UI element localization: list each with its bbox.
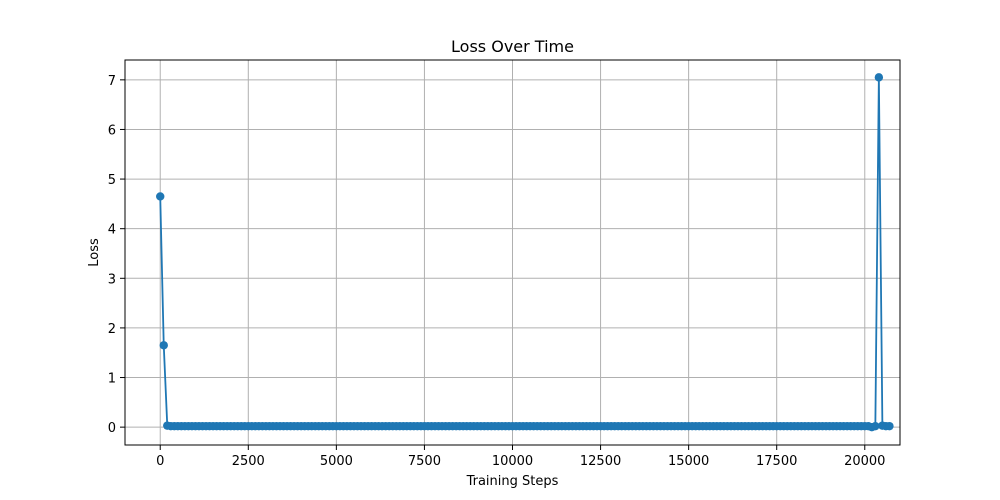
y-tick-label: 2 bbox=[108, 322, 116, 337]
x-axis: 0 2500 5000 7500 10000 12500 15000 17500 20000 bbox=[156, 445, 885, 469]
x-tick-label: 12500 bbox=[580, 454, 621, 469]
x-tick-label: 5000 bbox=[320, 454, 353, 469]
y-tick-label: 7 bbox=[108, 74, 116, 89]
series-layer bbox=[156, 73, 894, 432]
y-tick-label: 6 bbox=[108, 123, 116, 138]
x-tick-label: 10000 bbox=[492, 454, 533, 469]
data-point bbox=[871, 421, 880, 431]
data-point bbox=[159, 341, 168, 350]
data-point bbox=[885, 421, 894, 431]
y-tick-label: 5 bbox=[108, 173, 116, 188]
x-tick-label: 20000 bbox=[844, 454, 885, 469]
chart-title: Loss Over Time bbox=[451, 37, 574, 56]
y-axis: 0 1 2 3 4 5 6 7 bbox=[108, 74, 125, 436]
grid-lines bbox=[125, 60, 900, 445]
x-tick-label: 15000 bbox=[668, 454, 709, 469]
y-tick-label: 4 bbox=[108, 223, 116, 238]
x-tick-label: 2500 bbox=[232, 454, 265, 469]
y-axis-label: Loss bbox=[87, 238, 102, 267]
x-tick-label: 0 bbox=[156, 454, 164, 469]
x-tick-label: 17500 bbox=[756, 454, 797, 469]
data-point bbox=[156, 192, 165, 201]
y-tick-label: 3 bbox=[108, 272, 116, 287]
data-point bbox=[874, 73, 884, 82]
x-tick-label: 7500 bbox=[408, 454, 441, 469]
y-tick-label: 0 bbox=[108, 421, 116, 436]
x-axis-label: Training Steps bbox=[466, 474, 559, 489]
y-tick-label: 1 bbox=[108, 372, 116, 387]
